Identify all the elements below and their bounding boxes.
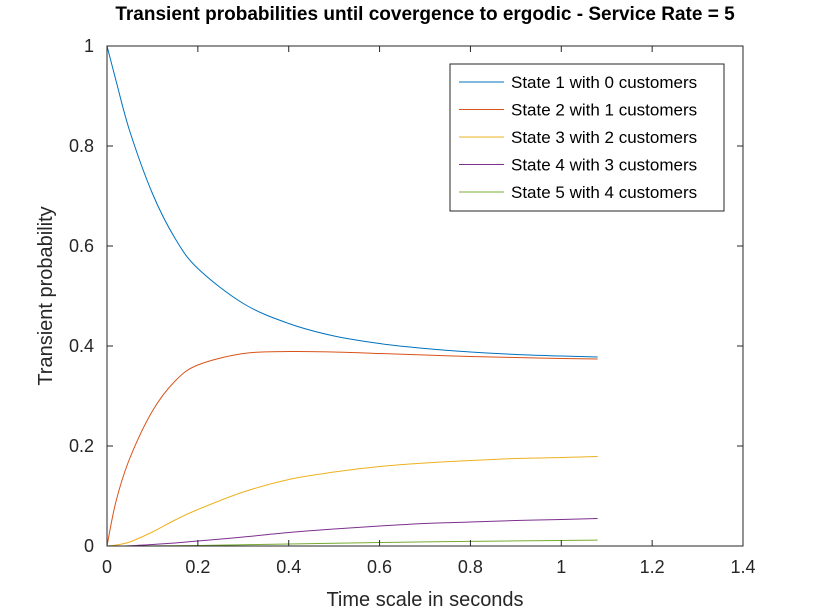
series-line-state-1 <box>106 45 598 358</box>
legend-entry-label: State 5 with 4 customers <box>511 183 697 202</box>
x-tick-label: 1.4 <box>730 557 755 577</box>
legend-entry-label: State 4 with 3 customers <box>511 156 697 175</box>
series-line-state-4 <box>106 518 598 547</box>
x-tick-label: 1 <box>556 557 566 577</box>
legend-entry-label: State 2 with 1 customers <box>511 101 697 120</box>
y-tick-label: 0.2 <box>69 436 94 456</box>
y-tick-label: 0 <box>84 536 94 556</box>
plot-area-frame <box>106 45 744 547</box>
legend-entry-label: State 3 with 2 customers <box>511 128 697 147</box>
y-axis: 0 0.2 0.4 0.6 0.8 1 <box>69 36 743 556</box>
series-line-state-2 <box>106 350 598 547</box>
x-tick-label: 0.4 <box>276 557 301 577</box>
chart-title: Transient probabilities until covergence… <box>115 4 735 25</box>
series-line-state-3 <box>106 456 598 547</box>
y-axis-label: Transient probability <box>35 206 57 385</box>
legend: State 1 with 0 customers State 2 with 1 c… <box>449 63 725 212</box>
x-axis: 0 0.2 0.4 0.6 0.8 1 1.2 1.4 <box>102 46 756 577</box>
x-tick-label: 0.2 <box>185 557 210 577</box>
legend-entry-label: State 1 with 0 customers <box>511 73 697 92</box>
y-tick-label: 0.8 <box>69 136 94 156</box>
x-tick-label: 0.6 <box>367 557 392 577</box>
series-line-state-5 <box>107 539 598 547</box>
x-tick-label: 1.2 <box>640 557 665 577</box>
x-axis-label: Time scale in seconds <box>326 589 523 611</box>
y-tick-label: 0.6 <box>69 236 94 256</box>
y-tick-label: 0.4 <box>69 336 94 356</box>
x-tick-label: 0 <box>102 557 112 577</box>
x-tick-label: 0.8 <box>458 557 483 577</box>
y-tick-label: 1 <box>84 36 94 56</box>
